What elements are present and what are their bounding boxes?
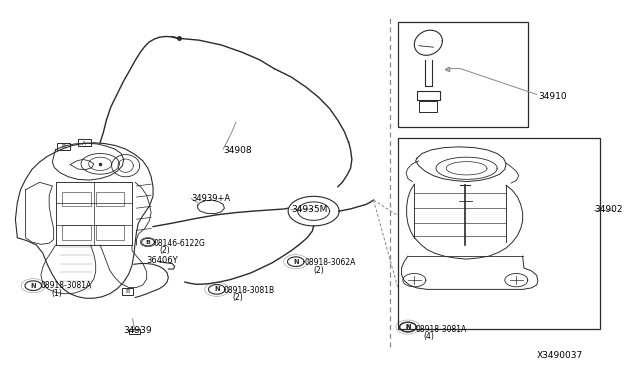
Bar [62, 192, 91, 206]
Text: N: N [405, 324, 411, 330]
Bar [58, 143, 70, 150]
Bar [129, 328, 140, 334]
Text: X3490037: X3490037 [537, 350, 583, 360]
Text: B: B [145, 240, 150, 245]
Text: (2): (2) [159, 246, 170, 255]
Text: 34935M: 34935M [291, 205, 328, 215]
Bar [78, 140, 91, 146]
Text: (2): (2) [232, 293, 243, 302]
Bar [122, 288, 133, 295]
Bar [397, 22, 529, 127]
Text: (2): (2) [314, 266, 324, 275]
Text: N: N [405, 324, 411, 330]
Text: 08918-3062A: 08918-3062A [304, 258, 355, 267]
Text: 08146-6122G: 08146-6122G [153, 239, 205, 248]
Text: A: A [82, 141, 86, 146]
Text: 34902: 34902 [594, 205, 623, 215]
Bar [96, 192, 124, 206]
Text: (4): (4) [423, 332, 434, 341]
Text: N: N [293, 259, 299, 265]
Text: 34910: 34910 [538, 92, 566, 101]
Bar [417, 91, 440, 100]
Text: 34908: 34908 [223, 147, 252, 155]
Text: N: N [214, 286, 220, 292]
Text: A: A [132, 329, 137, 334]
Text: R: R [61, 144, 66, 150]
Bar [96, 225, 124, 240]
Text: 34939: 34939 [124, 326, 152, 335]
Bar [419, 101, 437, 112]
Text: 36406Y: 36406Y [147, 256, 179, 265]
Bar [62, 225, 91, 240]
Text: (1): (1) [51, 289, 62, 298]
Text: 34939+A: 34939+A [191, 195, 230, 203]
Text: 08918-3081B: 08918-3081B [223, 286, 275, 295]
Text: 08918-3081A: 08918-3081A [41, 281, 92, 290]
Text: 08918-3081A: 08918-3081A [415, 325, 467, 334]
Text: B: B [125, 289, 130, 294]
Text: N: N [31, 283, 36, 289]
Bar [397, 138, 600, 329]
